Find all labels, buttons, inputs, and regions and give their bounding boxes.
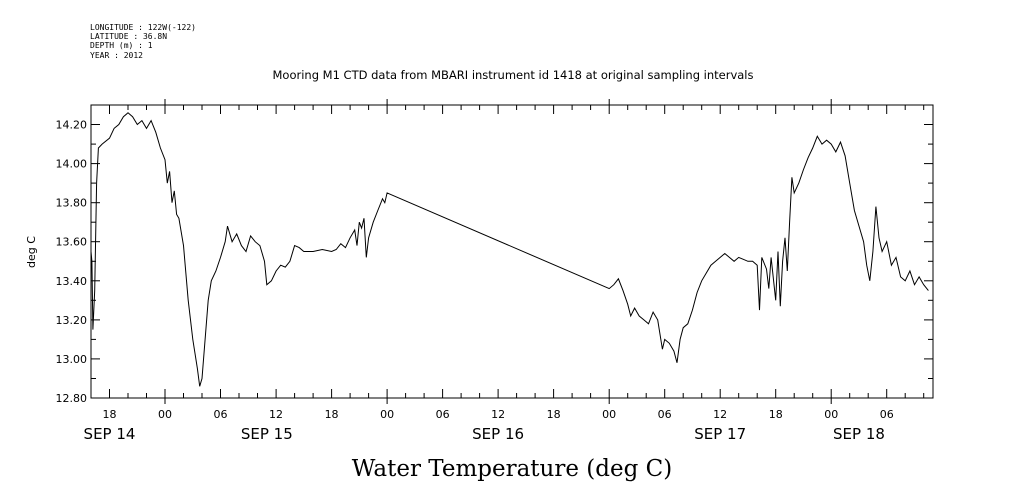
x-day-label: SEP 15 bbox=[241, 425, 293, 443]
x-tick-label: 18 bbox=[547, 408, 561, 421]
x-tick-label: 12 bbox=[713, 408, 727, 421]
y-tick-label: 13.40 bbox=[56, 275, 88, 288]
x-day-label: SEP 16 bbox=[472, 425, 524, 443]
plot-frame bbox=[90, 104, 934, 399]
y-tick-label: 12.80 bbox=[56, 392, 88, 405]
chart-title: Mooring M1 CTD data from MBARI instrumen… bbox=[273, 68, 754, 82]
x-tick-label: 18 bbox=[103, 408, 117, 421]
temperature-series-line bbox=[90, 112, 929, 387]
y-tick-label: 14.20 bbox=[56, 119, 88, 132]
y-tick-label: 14.00 bbox=[56, 158, 88, 171]
y-tick-label: 13.20 bbox=[56, 314, 88, 327]
depth-label: DEPTH (m) : 1 bbox=[90, 41, 153, 50]
x-tick-label: 18 bbox=[769, 408, 783, 421]
longitude-label: LONGITUDE : 122W(-122) bbox=[90, 23, 196, 32]
y-axis: 12.80 13.00 13.20 13.40 13.60 13.80 14.00 14.20 bbox=[56, 104, 933, 405]
x-tick-label: 06 bbox=[214, 408, 228, 421]
x-tick-label: 00 bbox=[158, 408, 172, 421]
x-day-label: SEP 17 bbox=[694, 425, 746, 443]
x-axis-label: Water Temperature (deg C) bbox=[352, 456, 672, 482]
x-tick-label: 00 bbox=[824, 408, 838, 421]
x-tick-label: 12 bbox=[269, 408, 283, 421]
x-tick-label: 12 bbox=[491, 408, 505, 421]
x-tick-label: 06 bbox=[880, 408, 894, 421]
x-tick-label: 18 bbox=[325, 408, 339, 421]
x-day-label: SEP 14 bbox=[84, 425, 136, 443]
latitude-label: LATITUDE : 36.8N bbox=[90, 32, 167, 41]
y-tick-label: 13.60 bbox=[56, 236, 88, 249]
x-day-label: SEP 18 bbox=[833, 425, 885, 443]
x-axis: 18 00 06 12 18 00 06 12 18 00 06 12 18 00 06 SEP 14 SEP … bbox=[84, 99, 925, 443]
y-tick-label: 13.80 bbox=[56, 197, 88, 210]
year-label: YEAR : 2012 bbox=[90, 51, 143, 60]
x-tick-label: 00 bbox=[380, 408, 394, 421]
x-tick-label: 00 bbox=[602, 408, 616, 421]
y-axis-label: deg C bbox=[25, 236, 38, 268]
y-tick-label: 13.00 bbox=[56, 353, 88, 366]
x-tick-label: 06 bbox=[658, 408, 672, 421]
x-tick-label: 06 bbox=[436, 408, 450, 421]
